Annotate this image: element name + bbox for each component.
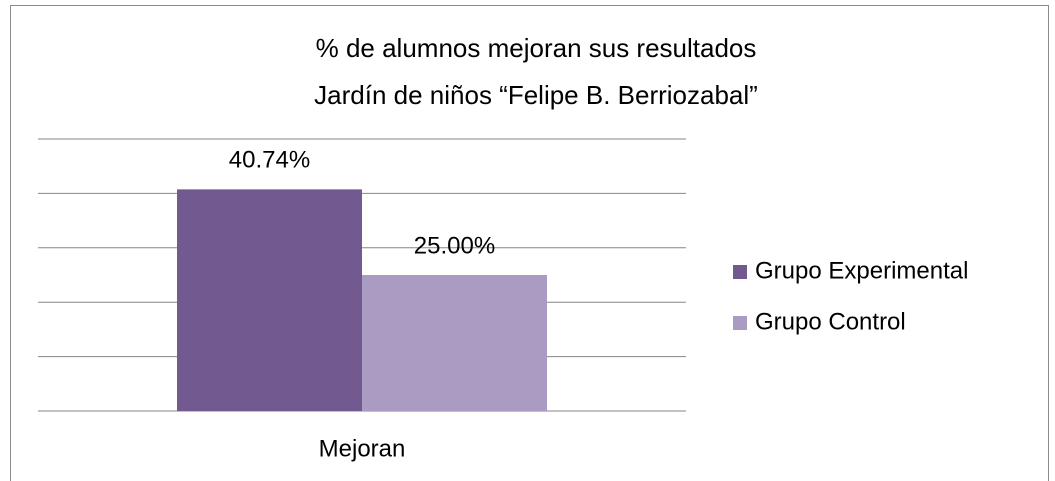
data-label: 25.00% bbox=[414, 232, 495, 259]
legend-label: Grupo Control bbox=[755, 308, 906, 335]
legend-swatch bbox=[733, 265, 747, 279]
legend-label: Grupo Experimental bbox=[755, 257, 968, 284]
chart-frame bbox=[10, 5, 1049, 481]
legend-swatch bbox=[733, 316, 747, 330]
chart-subtitle: Jardín de niños “Felipe B. Berriozabal” bbox=[314, 80, 758, 110]
chart-title: % de alumnos mejoran sus resultados bbox=[316, 33, 757, 63]
data-label: 40.74% bbox=[229, 147, 310, 174]
bar bbox=[177, 189, 362, 411]
bar bbox=[362, 275, 547, 411]
x-tick-label: Mejoran bbox=[319, 435, 406, 462]
